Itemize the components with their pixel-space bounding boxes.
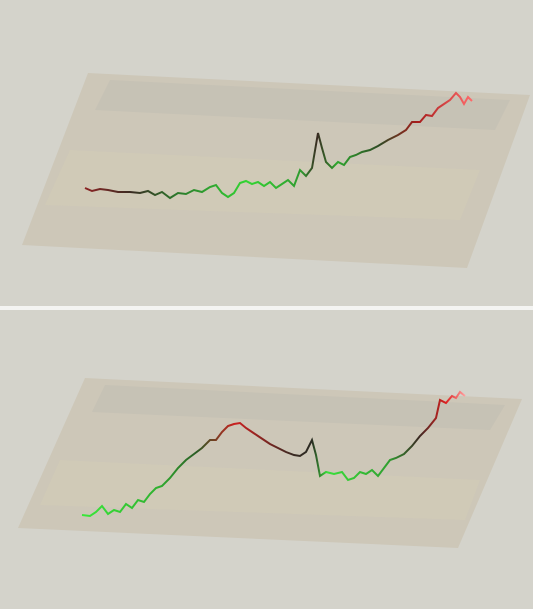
- separator: [0, 306, 533, 310]
- profile-line: [81, 390, 466, 518]
- plane-texture: [92, 385, 505, 430]
- profile-line: [84, 91, 473, 200]
- plane-texture: [40, 460, 480, 520]
- plane-texture: [95, 80, 510, 130]
